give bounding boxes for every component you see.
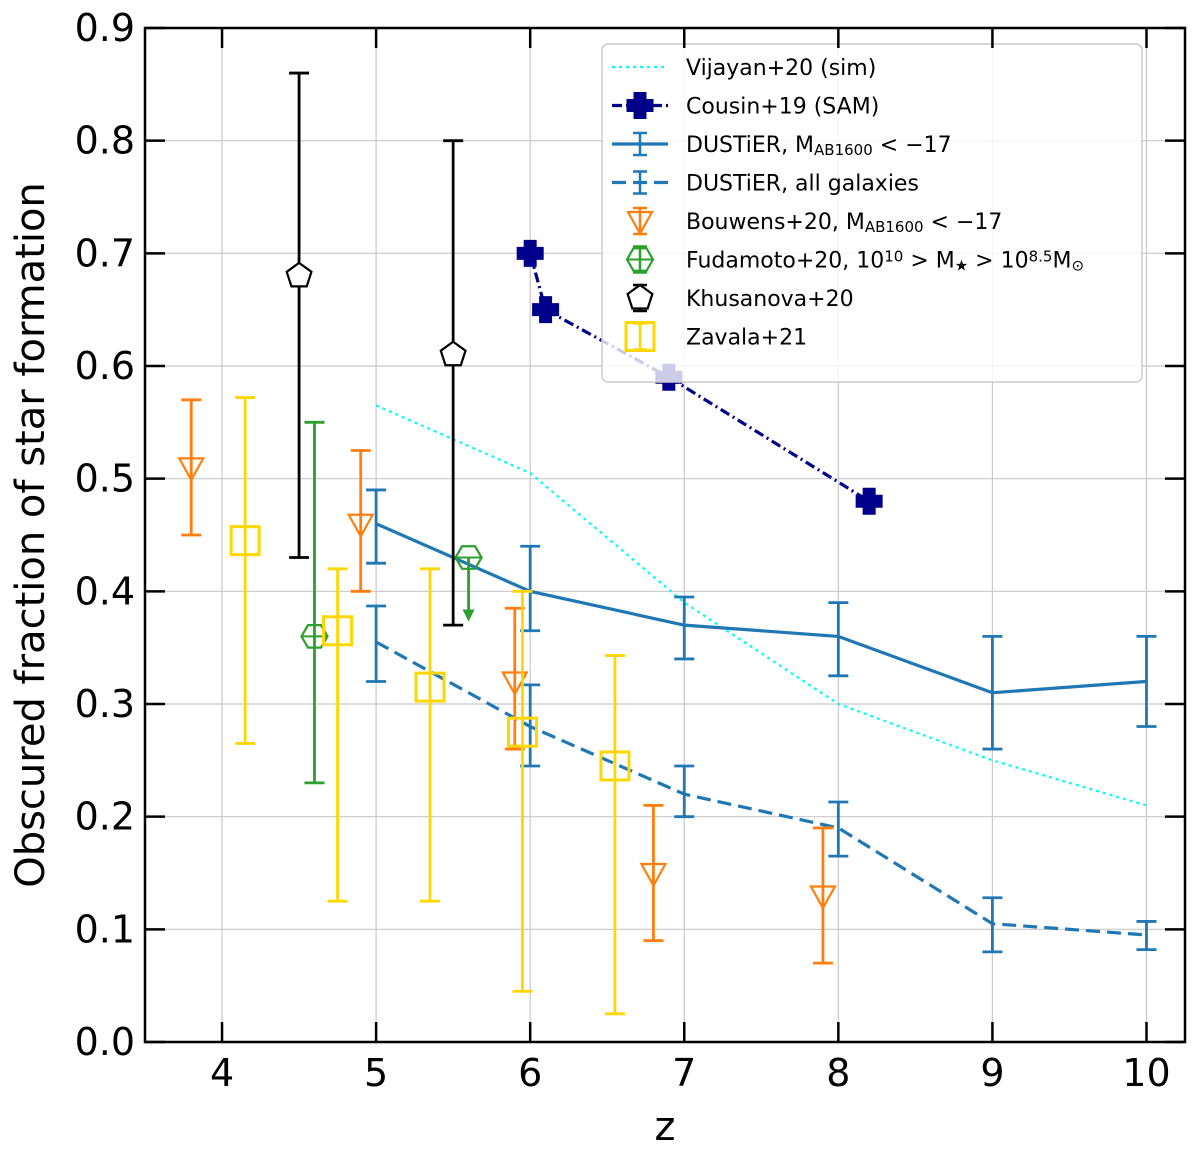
legend-label-part: > 10 xyxy=(968,249,1028,274)
legend-marker xyxy=(624,321,656,352)
x-tick-label: 10 xyxy=(1122,1051,1170,1095)
series-5-upper-limit-arrowhead xyxy=(462,609,475,622)
series-7-point xyxy=(506,716,538,748)
legend-label: DUSTiER, all galaxies xyxy=(686,172,919,197)
x-tick-label: 5 xyxy=(364,1051,388,1095)
legend-box xyxy=(601,43,1143,383)
series-7-point xyxy=(322,615,354,647)
series-6-point xyxy=(285,261,313,288)
series-7-point xyxy=(414,671,446,703)
legend-label: DUSTiER, MAB1600 < −17 xyxy=(686,133,952,159)
legend-marker xyxy=(626,92,654,119)
legend: Vijayan+20 (sim) Cousin+19 (SAM) DUSTiER, … xyxy=(601,43,1143,383)
legend-label-part: Vijayan+20 (sim) xyxy=(686,56,876,81)
legend-label: Zavala+21 xyxy=(686,326,807,351)
series-5 xyxy=(300,420,483,785)
legend-label-part: DUSTiER, M xyxy=(686,133,814,158)
series-0 xyxy=(375,404,1147,807)
x-tick-label: 9 xyxy=(980,1051,1004,1095)
legend-label-part: ★ xyxy=(955,257,968,275)
legend-label-part: < −17 xyxy=(924,210,1003,235)
legend-item-1: Cousin+19 (SAM) xyxy=(612,92,879,120)
y-axis-title: Obscured fraction of star formation xyxy=(8,182,54,888)
legend-label-part: > M xyxy=(903,249,954,274)
y-tick-label: 0.5 xyxy=(75,457,135,501)
series-4-point xyxy=(639,862,668,888)
legend-label-part: DUSTiER, all galaxies xyxy=(686,172,919,197)
legend-label-part: Bouwens+20, M xyxy=(686,210,865,235)
axes: 4 5 6 7 8 9 10 0.0 0.1 0.2 0.3 0.4 0.5 0.6 0.7 0.8 0.9 xyxy=(75,6,1187,1095)
series-0-line xyxy=(375,404,1147,807)
series-6-point xyxy=(439,340,467,367)
legend-label-part: AB1600 xyxy=(814,141,873,159)
legend-item-6: Khusanova+20 xyxy=(626,283,854,313)
legend-label-part: ⊙ xyxy=(1071,257,1084,275)
series-4-point xyxy=(177,457,206,483)
y-tick-label: 0.0 xyxy=(75,1020,135,1064)
y-tick-label: 0.6 xyxy=(75,344,135,388)
series-4-point xyxy=(500,671,529,697)
y-tick-label: 0.4 xyxy=(75,569,135,613)
series-1-point xyxy=(532,296,560,324)
legend-label-part: < −17 xyxy=(873,133,952,158)
series-1-point xyxy=(516,239,544,267)
series-7 xyxy=(229,396,631,1016)
legend-item-4: Bouwens+20, MAB1600 < −17 xyxy=(626,206,1002,236)
legend-label: Bouwens+20, MAB1600 < −17 xyxy=(686,210,1002,236)
legend-label-part: 8.5 xyxy=(1029,247,1053,265)
legend-label-part: Fudamoto+20, 10 xyxy=(686,249,884,274)
legend-item-7: Zavala+21 xyxy=(624,321,807,352)
legend-label-part: Zavala+21 xyxy=(686,326,807,351)
legend-item-5: Fudamoto+20, 1010 > M★ > 108.5M⊙ xyxy=(625,245,1084,275)
x-tick-label: 8 xyxy=(826,1051,850,1095)
legend-label: Cousin+19 (SAM) xyxy=(686,95,879,120)
x-tick-label: 6 xyxy=(518,1051,542,1095)
series-4-point xyxy=(346,513,375,539)
y-tick-label: 0.3 xyxy=(75,682,135,726)
x-tick-label: 7 xyxy=(672,1051,696,1095)
legend-item-0: Vijayan+20 (sim) xyxy=(612,56,876,81)
legend-label: Vijayan+20 (sim) xyxy=(686,56,876,81)
series-2 xyxy=(366,488,1157,751)
legend-marker xyxy=(626,283,654,310)
legend-label-part: Khusanova+20 xyxy=(686,287,854,312)
series-4 xyxy=(177,398,837,965)
y-tick-label: 0.8 xyxy=(75,119,135,163)
series-3-line xyxy=(375,640,1147,937)
legend-label-part: Cousin+19 (SAM) xyxy=(686,95,879,120)
legend-label-part: 10 xyxy=(884,247,903,265)
legend-item-2: DUSTiER, MAB1600 < −17 xyxy=(612,131,952,159)
series-7-point xyxy=(229,525,261,557)
legend-item-3: DUSTiER, all galaxies xyxy=(612,170,919,197)
series-4-point xyxy=(809,885,837,911)
plot-frame xyxy=(143,26,1187,1044)
y-tick-label: 0.2 xyxy=(75,795,135,839)
series-2-line xyxy=(375,522,1147,695)
y-tick-label: 0.1 xyxy=(75,907,135,951)
legend-marker xyxy=(626,210,654,236)
legend-label-part: AB1600 xyxy=(865,218,924,236)
x-tick-label: 4 xyxy=(210,1051,234,1095)
series-1-point xyxy=(855,487,883,515)
legend-label-part: M xyxy=(1052,249,1071,274)
y-tick-label: 0.9 xyxy=(75,6,135,50)
legend-label: Khusanova+20 xyxy=(686,287,854,312)
series-7-point xyxy=(599,750,631,782)
series-6 xyxy=(285,71,467,627)
y-tick-label: 0.7 xyxy=(75,231,135,275)
series-3 xyxy=(366,604,1157,954)
legend-label: Fudamoto+20, 1010 > M★ > 108.5M⊙ xyxy=(686,247,1084,275)
x-axis-title: z xyxy=(655,1104,676,1150)
